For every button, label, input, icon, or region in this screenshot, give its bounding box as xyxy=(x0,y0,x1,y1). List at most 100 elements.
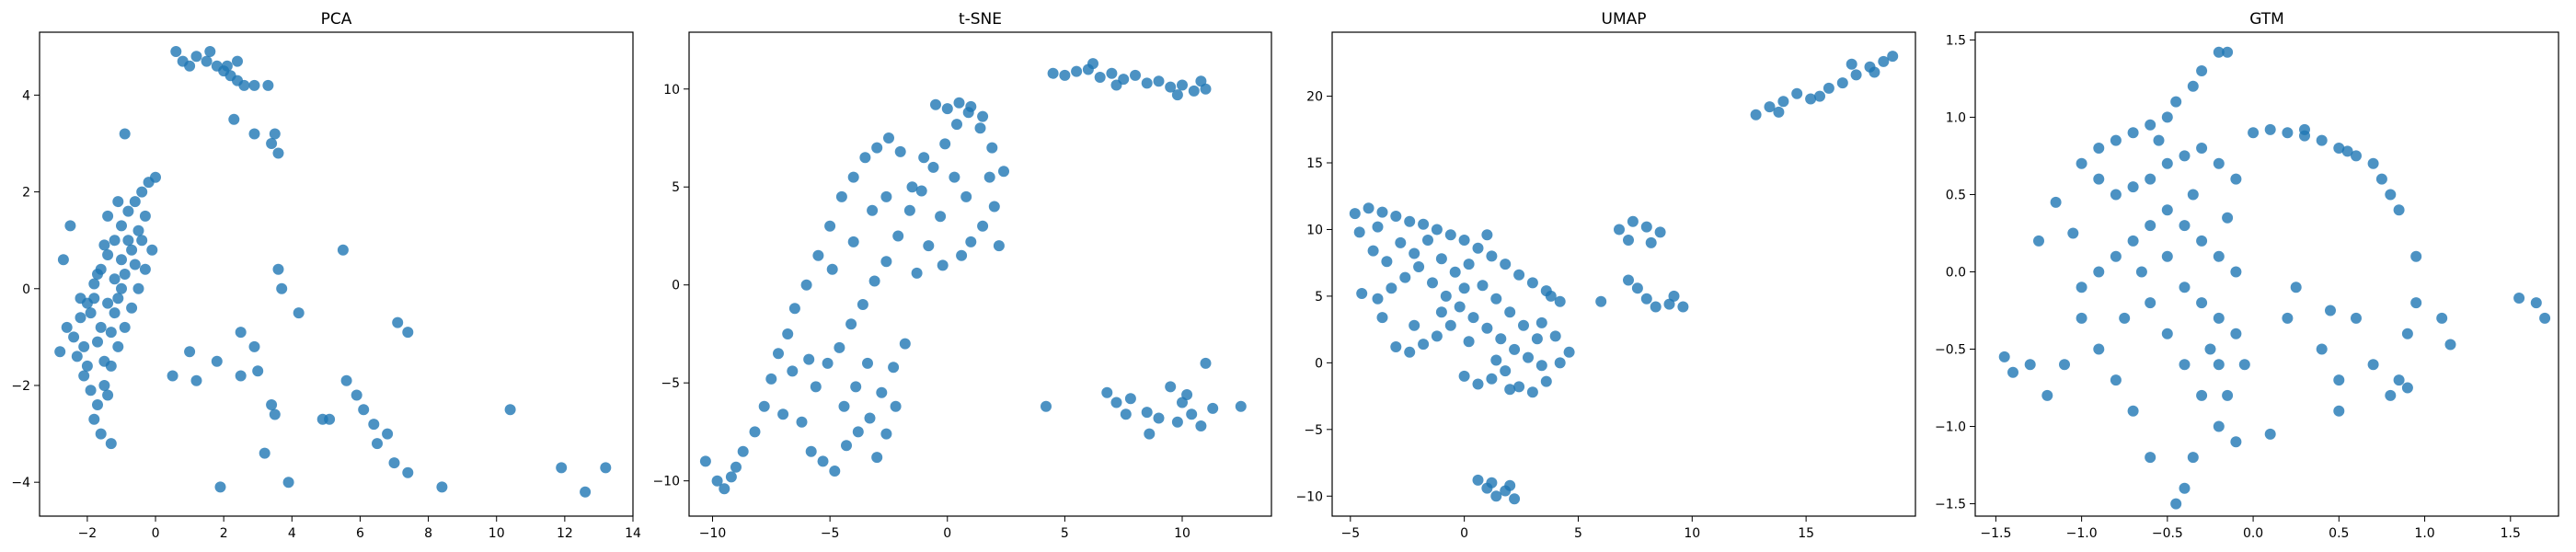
scatter-point xyxy=(109,307,121,319)
scatter-point xyxy=(949,171,960,183)
scatter-point xyxy=(2050,196,2062,208)
scatter-point xyxy=(2316,134,2328,146)
scatter-point xyxy=(238,79,250,91)
scatter-point xyxy=(2179,282,2191,293)
scatter-point xyxy=(2161,250,2173,262)
scatter-point xyxy=(1386,282,1397,294)
scatter-point xyxy=(2230,328,2242,339)
scatter-point xyxy=(316,413,328,425)
y-tick-label: 0.0 xyxy=(1946,265,1966,280)
scatter-point xyxy=(112,196,124,208)
scatter-point xyxy=(1472,378,1484,390)
y-tick-label: −5 xyxy=(661,376,680,391)
scatter-point xyxy=(730,461,742,473)
scatter-point xyxy=(1186,408,1198,420)
scatter-point xyxy=(201,55,213,67)
scatter-point xyxy=(2093,266,2105,278)
scatter-point xyxy=(876,386,888,398)
axes-frame xyxy=(1331,31,1916,517)
scatter-point xyxy=(800,279,812,291)
scatter-point xyxy=(132,282,144,294)
scatter-point xyxy=(1467,312,1479,324)
scatter-point xyxy=(358,404,370,416)
scatter-point xyxy=(1235,400,1247,412)
scatter-point xyxy=(2093,173,2105,185)
scatter-point xyxy=(1367,245,1379,257)
scatter-point xyxy=(92,269,103,280)
scatter-point xyxy=(749,426,761,438)
scatter-point xyxy=(190,51,202,63)
scatter-point xyxy=(2076,312,2087,324)
scatter-point xyxy=(2410,250,2422,262)
scatter-point xyxy=(894,145,906,157)
x-tick-label: 10 xyxy=(1174,526,1190,541)
scatter-point xyxy=(782,328,794,339)
scatter-point xyxy=(272,263,284,275)
scatter-point xyxy=(859,152,871,164)
panel-title: GTM xyxy=(2249,10,2284,29)
scatter-point xyxy=(211,355,223,367)
scatter-point xyxy=(116,282,127,294)
scatter-point xyxy=(1463,259,1475,270)
scatter-point xyxy=(259,447,270,459)
scatter-point xyxy=(951,119,962,131)
scatter-point xyxy=(765,373,777,385)
scatter-point xyxy=(1791,87,1803,99)
scatter-point xyxy=(1486,477,1498,489)
scatter-point xyxy=(2127,405,2139,417)
scatter-point xyxy=(953,97,965,109)
scatter-point xyxy=(1087,58,1098,70)
scatter-point xyxy=(2264,428,2276,440)
scatter-points xyxy=(699,58,1247,495)
scatter-point xyxy=(1500,259,1512,270)
scatter-point xyxy=(2248,127,2260,139)
x-tick-label: 0 xyxy=(943,526,951,541)
scatter-point xyxy=(2222,212,2234,224)
scatter-point xyxy=(1418,339,1430,351)
scatter-point xyxy=(1764,101,1776,113)
scatter-point xyxy=(1477,280,1489,292)
scatter-point xyxy=(436,481,448,493)
y-tick-label: 5 xyxy=(1315,290,1323,305)
scatter-point xyxy=(382,428,394,440)
scatter-point xyxy=(939,138,951,150)
scatter-point xyxy=(2145,297,2156,309)
scatter-point xyxy=(2333,374,2345,386)
scatter-point xyxy=(862,357,873,369)
scatter-point xyxy=(2325,305,2336,316)
scatter-point xyxy=(773,348,784,360)
scatter-point xyxy=(1177,79,1188,91)
panel-title: UMAP xyxy=(1602,10,1647,29)
scatter-point xyxy=(204,46,216,57)
scatter-point xyxy=(2187,80,2199,92)
scatter-point xyxy=(2007,366,2018,378)
scatter-point xyxy=(2539,312,2551,324)
scatter-point xyxy=(2145,173,2156,185)
y-tick-label: 0 xyxy=(1315,356,1323,371)
scatter-point xyxy=(1141,77,1153,89)
scatter-point xyxy=(1106,67,1118,79)
scatter-point xyxy=(1363,202,1374,214)
scatter-point xyxy=(2230,266,2242,278)
scatter-point xyxy=(1153,412,1165,424)
y-tick-label: 4 xyxy=(22,88,30,103)
scatter-point xyxy=(834,341,845,353)
scatter-point xyxy=(974,122,986,134)
scatter-point xyxy=(75,293,86,305)
scatter-point xyxy=(937,259,949,271)
scatter-point xyxy=(112,293,124,305)
scatter-point xyxy=(129,196,141,208)
scatter-point xyxy=(1777,96,1789,108)
scatter-point xyxy=(1823,82,1834,94)
scatter-point xyxy=(2333,143,2345,154)
scatter-point xyxy=(78,340,90,352)
scatter-point xyxy=(1404,346,1416,358)
scatter-point xyxy=(1207,402,1219,414)
y-tick-label: −0.5 xyxy=(1935,343,1966,358)
scatter-point xyxy=(228,113,240,125)
tsne-panel: t-SNE −10 −5 0 5 10 −10 −5 0 5 10 xyxy=(652,10,1272,541)
x-tick-label: 10 xyxy=(1684,526,1700,541)
x-tick-label: 1.5 xyxy=(2501,526,2521,541)
scatter-point xyxy=(2110,374,2122,386)
